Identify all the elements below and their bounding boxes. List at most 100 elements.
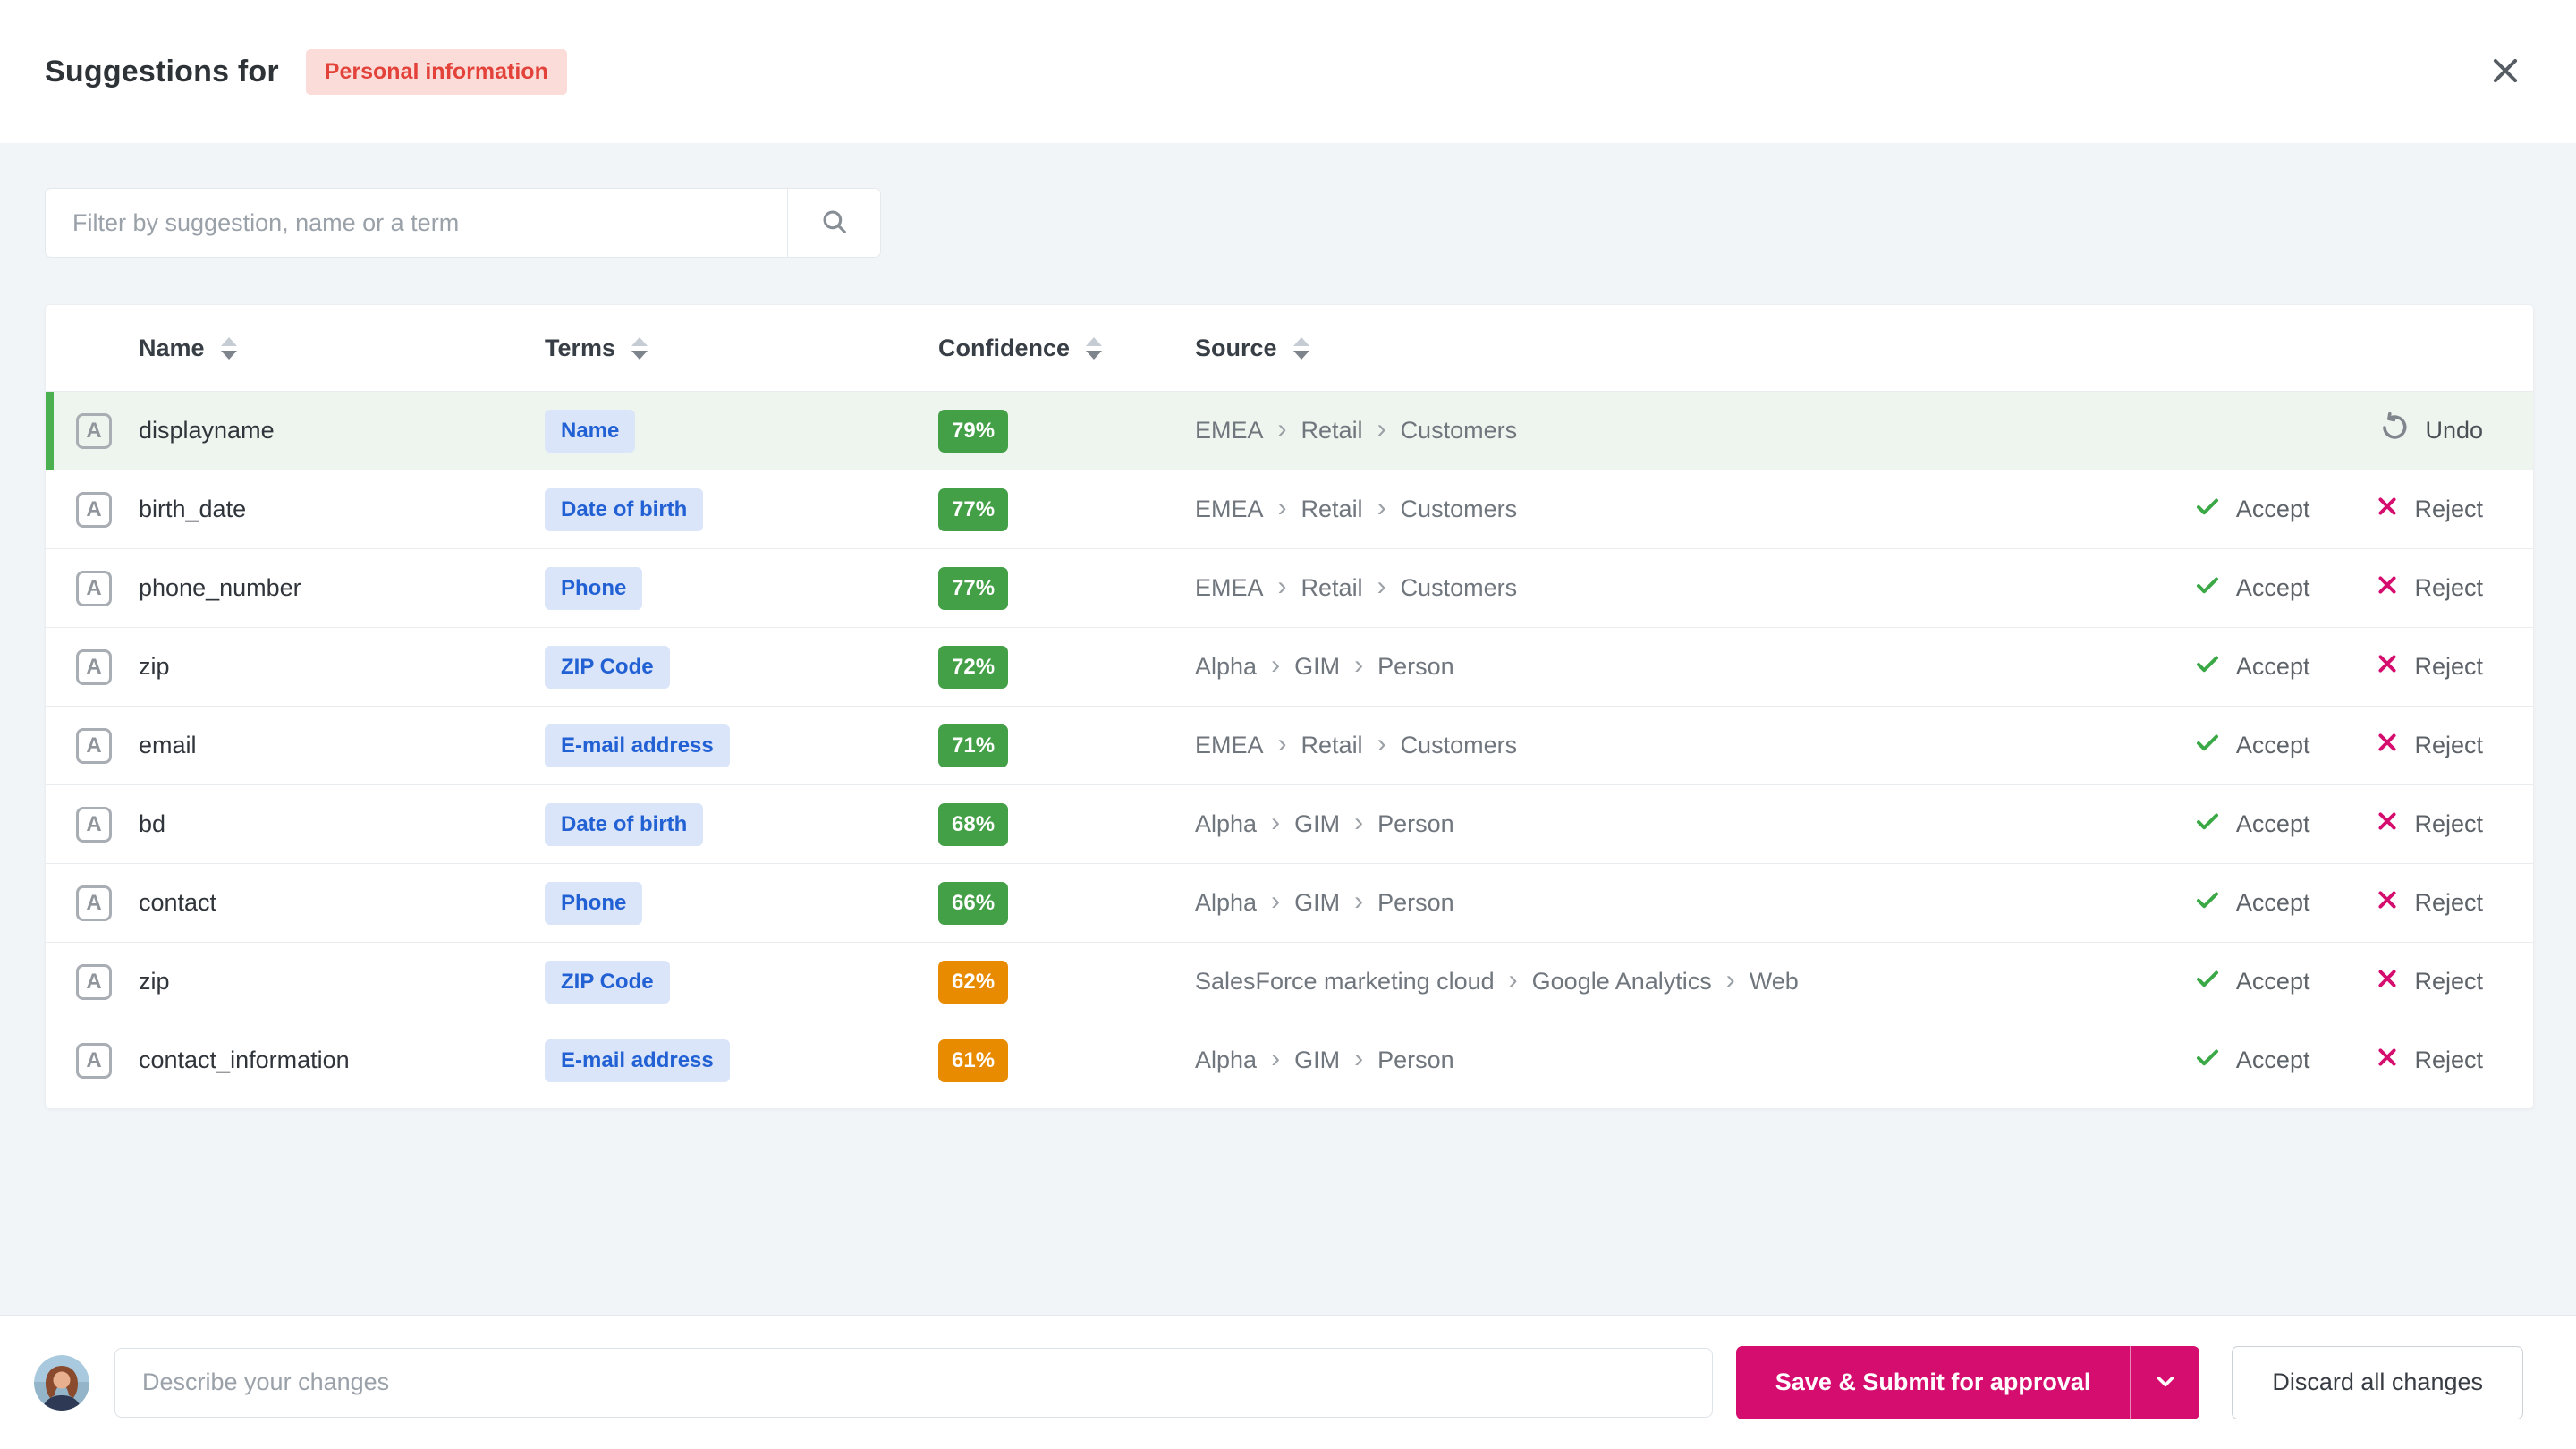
accept-button[interactable]: Accept xyxy=(2194,572,2309,605)
table-row: A contact_information E-mail address 61%… xyxy=(46,1021,2533,1099)
source-crumb: Customers xyxy=(1400,574,1518,601)
table-row: A contact Phone 66% Alpha › GIM › Person Acc… xyxy=(46,863,2533,942)
reject-button[interactable]: Reject xyxy=(2376,573,2483,603)
avatar xyxy=(34,1354,89,1411)
term-badge[interactable]: ZIP Code xyxy=(545,645,670,689)
accept-button[interactable]: Accept xyxy=(2194,965,2309,998)
term-badge[interactable]: Date of birth xyxy=(545,802,704,846)
source-crumb: EMEA xyxy=(1195,496,1264,522)
changes-description-input[interactable] xyxy=(114,1347,1713,1418)
undo-button[interactable]: Undo xyxy=(2377,411,2483,450)
term-badge[interactable]: E-mail address xyxy=(545,1038,730,1082)
row-actions-pending: Accept Reject xyxy=(2194,650,2483,683)
chevron-right-icon: › xyxy=(1354,1043,1364,1073)
sort-icon xyxy=(1086,336,1103,360)
row-actions-accepted: Undo xyxy=(2377,411,2483,450)
chevron-right-icon: › xyxy=(1271,649,1281,680)
table-row: A birth_date Date of birth 77% EMEA › Reta… xyxy=(46,470,2533,548)
accept-button[interactable]: Accept xyxy=(2194,886,2309,919)
reject-button[interactable]: Reject xyxy=(2376,809,2483,839)
accept-button[interactable]: Accept xyxy=(2194,1044,2309,1077)
x-icon xyxy=(2376,731,2399,760)
term-badge[interactable]: Date of birth xyxy=(545,487,704,531)
source-breadcrumb: Alpha › GIM › Person xyxy=(1195,649,2148,682)
table-header-row: Name Terms Confidence Source xyxy=(46,305,2533,391)
confidence-badge: 72% xyxy=(938,645,1009,689)
row-name: contact_information xyxy=(139,1046,350,1073)
source-crumb: Person xyxy=(1377,810,1454,837)
check-icon xyxy=(2194,729,2221,762)
row-name: phone_number xyxy=(139,574,301,601)
save-options-button[interactable] xyxy=(2130,1345,2200,1419)
reject-button[interactable]: Reject xyxy=(2376,495,2483,524)
reject-button[interactable]: Reject xyxy=(2376,888,2483,918)
confidence-badge: 61% xyxy=(938,1038,1009,1082)
source-crumb: Retail xyxy=(1301,417,1363,444)
attribute-icon: A xyxy=(76,806,112,843)
chevron-right-icon: › xyxy=(1277,413,1287,444)
source-crumb: GIM xyxy=(1294,810,1341,837)
sort-icon xyxy=(220,336,237,360)
check-icon xyxy=(2194,808,2221,841)
x-icon xyxy=(2376,573,2399,603)
column-header-name[interactable]: Name xyxy=(139,335,545,362)
chevron-right-icon: › xyxy=(1277,728,1287,758)
term-badge[interactable]: Phone xyxy=(545,566,643,610)
accept-button[interactable]: Accept xyxy=(2194,650,2309,683)
row-actions-pending: Accept Reject xyxy=(2194,886,2483,919)
chevron-right-icon: › xyxy=(1508,964,1518,995)
dialog-footer: Save & Submit for approval Discard all c… xyxy=(0,1315,2576,1449)
x-icon xyxy=(2376,888,2399,918)
row-actions-pending: Accept Reject xyxy=(2194,493,2483,526)
row-actions-pending: Accept Reject xyxy=(2194,572,2483,605)
source-breadcrumb: EMEA › Retail › Customers xyxy=(1195,413,2148,446)
chevron-right-icon: › xyxy=(1377,492,1386,522)
column-header-source[interactable]: Source xyxy=(1195,335,2148,362)
attribute-icon: A xyxy=(76,1042,112,1079)
chevron-right-icon: › xyxy=(1377,728,1386,758)
source-breadcrumb: Alpha › GIM › Person xyxy=(1195,886,2148,919)
row-name: birth_date xyxy=(139,496,247,522)
source-crumb: Person xyxy=(1377,889,1454,916)
x-icon xyxy=(2376,967,2399,996)
term-badge[interactable]: ZIP Code xyxy=(545,960,670,1004)
accept-button[interactable]: Accept xyxy=(2194,493,2309,526)
table-row: A bd Date of birth 68% Alpha › GIM › Person … xyxy=(46,784,2533,863)
attribute-icon: A xyxy=(76,491,112,528)
chevron-right-icon: › xyxy=(1377,413,1386,444)
save-submit-button[interactable]: Save & Submit for approval xyxy=(1735,1345,2131,1419)
filter-input[interactable] xyxy=(46,189,787,257)
column-header-confidence[interactable]: Confidence xyxy=(938,335,1195,362)
source-crumb: Person xyxy=(1377,1046,1454,1073)
attribute-icon: A xyxy=(76,963,112,1000)
row-name: zip xyxy=(139,653,170,680)
close-button[interactable] xyxy=(2485,51,2526,92)
reject-button[interactable]: Reject xyxy=(2376,1046,2483,1075)
reject-button[interactable]: Reject xyxy=(2376,731,2483,760)
table-row: A zip ZIP Code 62% SalesForce marketing … xyxy=(46,942,2533,1021)
check-icon xyxy=(2194,493,2221,526)
accept-button[interactable]: Accept xyxy=(2194,808,2309,841)
row-actions-pending: Accept Reject xyxy=(2194,729,2483,762)
chevron-right-icon: › xyxy=(1271,886,1281,916)
reject-button[interactable]: Reject xyxy=(2376,652,2483,682)
source-crumb: Alpha xyxy=(1195,653,1258,680)
column-header-terms[interactable]: Terms xyxy=(545,335,938,362)
reject-button[interactable]: Reject xyxy=(2376,967,2483,996)
attribute-icon: A xyxy=(76,727,112,764)
source-crumb: Alpha xyxy=(1195,889,1258,916)
check-icon xyxy=(2194,650,2221,683)
term-badge[interactable]: Phone xyxy=(545,881,643,925)
chevron-right-icon: › xyxy=(1354,649,1364,680)
source-crumb: Alpha xyxy=(1195,1046,1258,1073)
search-button[interactable] xyxy=(787,189,880,257)
term-badge[interactable]: E-mail address xyxy=(545,724,730,767)
discard-all-button[interactable]: Discard all changes xyxy=(2232,1345,2523,1419)
term-badge[interactable]: Name xyxy=(545,409,636,453)
source-breadcrumb: Alpha › GIM › Person xyxy=(1195,808,2148,840)
check-icon xyxy=(2194,572,2221,605)
source-breadcrumb: EMEA › Retail › Customers xyxy=(1195,492,2148,525)
accept-button[interactable]: Accept xyxy=(2194,729,2309,762)
chevron-right-icon: › xyxy=(1354,886,1364,916)
row-name: email xyxy=(139,732,197,758)
